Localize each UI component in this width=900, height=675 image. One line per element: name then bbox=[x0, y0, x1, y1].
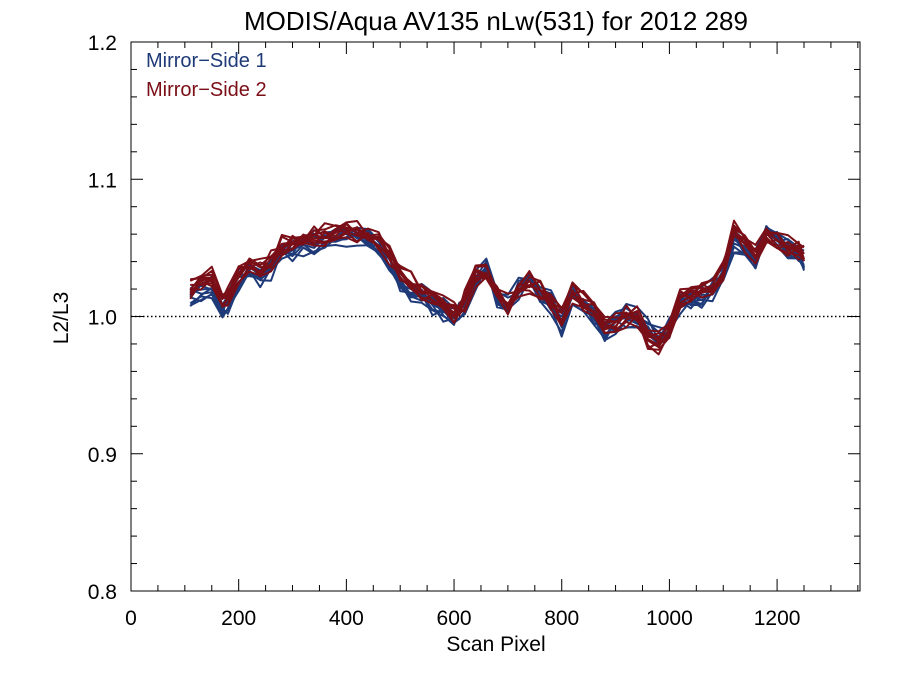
y-tick-label: 0.8 bbox=[88, 581, 117, 604]
legend: Mirror−Side 1 Mirror−Side 2 bbox=[146, 50, 267, 101]
axis-tick-labels: 0 200 400 600 800 1000 1200 0.8 0.9 1.0 1.1 1.2 bbox=[88, 32, 801, 630]
y-tick-label: 1.0 bbox=[88, 307, 117, 330]
series-line bbox=[190, 225, 805, 341]
x-tick-label: 800 bbox=[544, 607, 579, 630]
legend-entry-mirror-side-2: Mirror−Side 2 bbox=[146, 79, 267, 101]
plot-frame bbox=[130, 41, 861, 592]
x-tick-label: 400 bbox=[329, 607, 364, 630]
y-tick-label: 0.9 bbox=[88, 444, 117, 467]
x-tick-label: 200 bbox=[221, 607, 256, 630]
y-tick-label: 1.2 bbox=[88, 32, 117, 55]
series-line bbox=[189, 230, 805, 356]
series-line bbox=[189, 222, 805, 339]
series-layer bbox=[189, 219, 805, 356]
x-tick-label: 1000 bbox=[646, 607, 693, 630]
series-line bbox=[190, 222, 805, 343]
y-axis-label: L2/L3 bbox=[50, 292, 73, 345]
legend-entry-mirror-side-1: Mirror−Side 1 bbox=[146, 50, 267, 72]
y-tick-label: 1.1 bbox=[88, 169, 117, 192]
x-axis-label: Scan Pixel bbox=[446, 633, 545, 656]
series-2 bbox=[189, 219, 805, 356]
axis-ticks bbox=[130, 41, 860, 592]
x-tick-label: 1200 bbox=[754, 607, 801, 630]
chart-title: MODIS/Aqua AV135 nLw(531) for 2012 289 bbox=[244, 6, 748, 36]
x-tick-label: 600 bbox=[437, 607, 472, 630]
x-tick-label: 0 bbox=[125, 607, 137, 630]
